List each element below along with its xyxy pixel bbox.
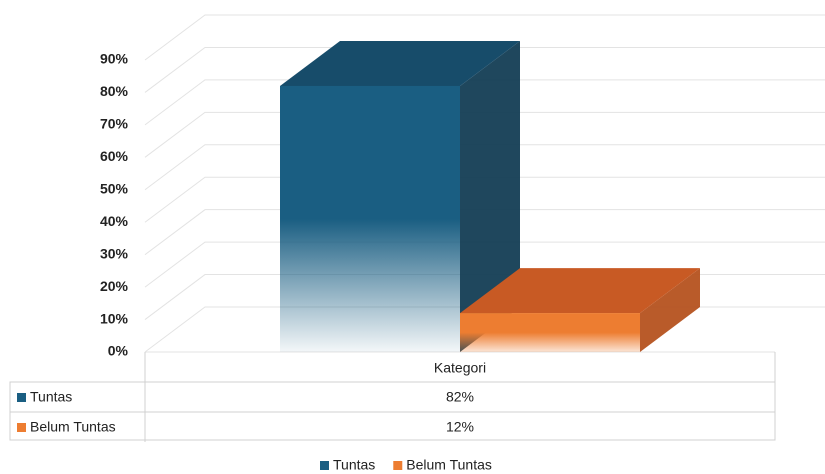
table-series-name: Tuntas xyxy=(30,389,72,405)
y-tick-label: 90% xyxy=(100,51,129,67)
bar xyxy=(460,313,640,352)
table-row xyxy=(9,411,776,441)
y-tick-label: 40% xyxy=(100,213,129,229)
bar xyxy=(280,85,460,352)
grid-line xyxy=(144,46,825,93)
table-series-name: Belum Tuntas xyxy=(30,419,116,435)
y-tick-label: 60% xyxy=(100,148,129,164)
y-tick-label: 20% xyxy=(100,278,129,294)
legend-key xyxy=(320,461,329,470)
table-legend-key xyxy=(17,423,26,432)
grid-line xyxy=(144,209,825,256)
table-row xyxy=(9,381,776,413)
grid-line xyxy=(144,144,825,191)
table-value: 82% xyxy=(446,389,474,405)
grid-line xyxy=(144,79,825,126)
category-label: Kategori xyxy=(434,360,486,376)
y-tick-label: 30% xyxy=(100,245,129,261)
y-tick-label: 50% xyxy=(100,180,129,196)
bar-top xyxy=(460,268,700,314)
legend-label: Tuntas xyxy=(333,457,375,473)
legend-key xyxy=(393,461,403,470)
y-tick-label: 80% xyxy=(100,83,129,99)
grid-line xyxy=(144,241,825,288)
bar-top xyxy=(280,40,520,86)
bar-side xyxy=(460,40,520,352)
y-tick-label: 70% xyxy=(100,116,129,132)
y-tick-label: 0% xyxy=(108,343,129,359)
grid-line xyxy=(144,111,825,158)
table-value: 12% xyxy=(446,419,474,435)
table-legend-key xyxy=(17,393,26,402)
grid-line xyxy=(144,176,825,223)
bar-side xyxy=(640,268,700,352)
grid-line xyxy=(144,14,825,61)
legend-label: Belum Tuntas xyxy=(406,457,492,473)
y-tick-label: 10% xyxy=(100,310,129,326)
